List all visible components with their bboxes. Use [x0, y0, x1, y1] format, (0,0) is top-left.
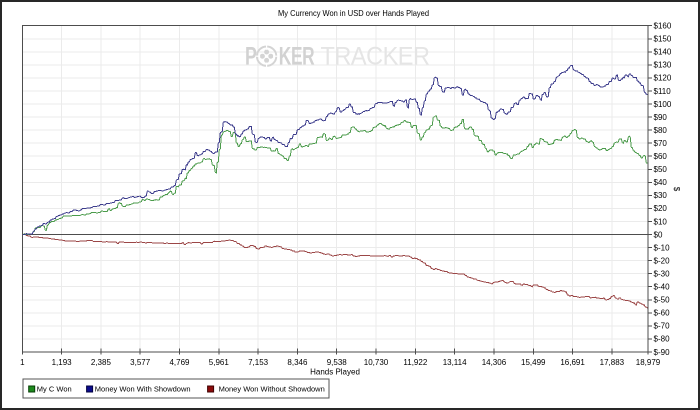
svg-text:$110: $110 — [654, 87, 672, 96]
svg-text:1,193: 1,193 — [52, 358, 73, 367]
svg-text:$20: $20 — [654, 204, 668, 213]
svg-text:4,769: 4,769 — [169, 358, 190, 367]
svg-text:$-20: $-20 — [654, 256, 671, 265]
svg-text:11,922: 11,922 — [403, 358, 427, 367]
svg-text:$-70: $-70 — [654, 322, 671, 331]
svg-text:TRACKER: TRACKER — [321, 43, 430, 71]
svg-text:Money Won With Showdown: Money Won With Showdown — [95, 385, 191, 394]
svg-text:$10: $10 — [654, 217, 668, 226]
svg-text:$60: $60 — [654, 152, 668, 161]
svg-text:13,114: 13,114 — [443, 358, 467, 367]
svg-text:$120: $120 — [654, 74, 672, 83]
svg-text:10,730: 10,730 — [364, 358, 389, 367]
svg-text:16,691: 16,691 — [560, 358, 585, 367]
svg-text:18,979: 18,979 — [636, 358, 661, 367]
svg-text:$150: $150 — [654, 35, 672, 44]
svg-text:$-60: $-60 — [654, 309, 671, 318]
svg-text:$-80: $-80 — [654, 335, 671, 344]
svg-text:$80: $80 — [654, 126, 668, 135]
svg-text:$70: $70 — [654, 139, 668, 148]
svg-text:Money Won Without Showdown: Money Won Without Showdown — [219, 385, 325, 394]
svg-text:$: $ — [672, 187, 681, 192]
svg-text:KER: KER — [279, 43, 315, 71]
svg-text:$50: $50 — [654, 165, 668, 174]
svg-text:$100: $100 — [654, 100, 672, 109]
svg-text:$40: $40 — [654, 178, 668, 187]
svg-text:$160: $160 — [654, 22, 672, 31]
svg-text:$-10: $-10 — [654, 243, 671, 252]
svg-text:$90: $90 — [654, 113, 668, 122]
svg-text:$-90: $-90 — [654, 348, 671, 357]
svg-text:My Currency Won in USD over Ha: My Currency Won in USD over Hands Played — [278, 9, 429, 18]
svg-text:17,883: 17,883 — [600, 358, 625, 367]
svg-text:$130: $130 — [654, 61, 672, 70]
svg-text:My C Won: My C Won — [37, 385, 72, 394]
svg-text:P: P — [245, 43, 257, 71]
svg-text:$-40: $-40 — [654, 283, 671, 292]
svg-text:Hands Played: Hands Played — [310, 368, 360, 377]
svg-text:9,538: 9,538 — [327, 358, 348, 367]
svg-text:3,577: 3,577 — [130, 358, 151, 367]
svg-text:8,346: 8,346 — [287, 358, 308, 367]
svg-text:15,499: 15,499 — [521, 358, 546, 367]
svg-text:$30: $30 — [654, 191, 668, 200]
svg-text:1: 1 — [20, 358, 25, 367]
svg-text:5,961: 5,961 — [209, 358, 230, 367]
svg-text:7,153: 7,153 — [248, 358, 269, 367]
svg-text:$-30: $-30 — [654, 269, 671, 278]
svg-text:$-50: $-50 — [654, 296, 671, 305]
svg-text:$140: $140 — [654, 48, 672, 57]
svg-text:2,385: 2,385 — [91, 358, 112, 367]
svg-text:$0: $0 — [654, 230, 663, 239]
svg-text:14,306: 14,306 — [482, 358, 507, 367]
